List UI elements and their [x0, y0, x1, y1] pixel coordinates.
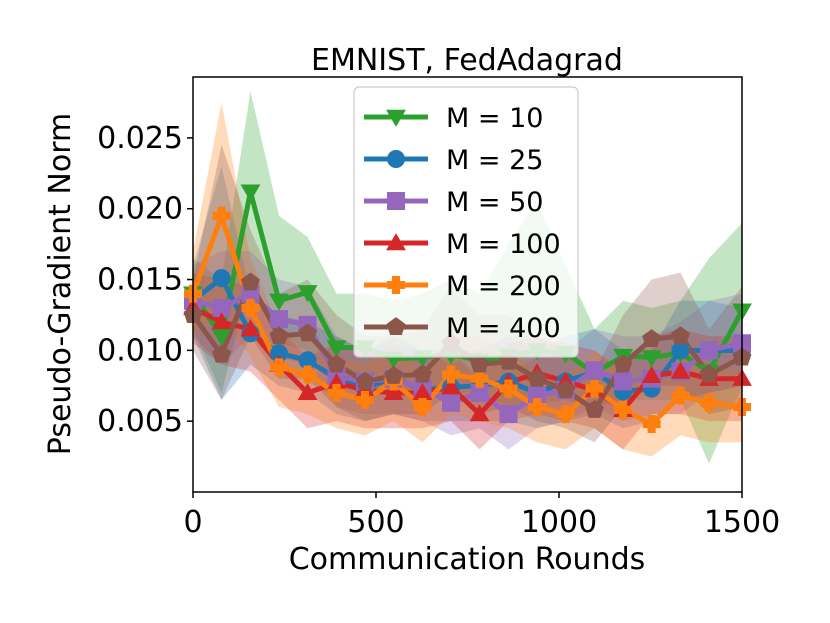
point-m-100	[412, 382, 433, 401]
point-m-10	[269, 293, 289, 311]
point-m-100	[240, 319, 261, 337]
band-m-100	[193, 272, 742, 450]
point-m-25	[671, 341, 690, 360]
point-m-50	[614, 372, 633, 391]
point-m-200	[470, 369, 489, 388]
y-tick-label: 0.015	[97, 263, 183, 298]
point-m-200	[413, 398, 432, 417]
point-m-200	[270, 358, 289, 377]
legend-label-m-100: M = 100	[446, 229, 561, 260]
y-axis-label: Pseudo-Gradient Norm	[43, 113, 78, 455]
legend-marker-m-400	[386, 317, 406, 336]
point-m-400	[413, 364, 432, 383]
point-m-200	[499, 379, 518, 398]
y-tick-label: 0.025	[97, 121, 183, 156]
point-m-200	[585, 379, 604, 398]
legend-marker-m-10	[386, 109, 406, 127]
point-m-50	[499, 405, 518, 424]
axes-frame	[192, 76, 743, 493]
point-m-200	[356, 390, 375, 409]
legend-label-m-50: M = 50	[446, 187, 543, 218]
legend-label-m-25: M = 25	[446, 145, 543, 176]
point-m-400	[298, 323, 317, 342]
point-m-50	[212, 298, 231, 317]
point-m-400	[613, 354, 633, 373]
point-m-200	[528, 398, 547, 417]
point-m-50	[528, 386, 547, 405]
point-m-10	[240, 184, 261, 202]
x-tick-label: 500	[347, 505, 404, 540]
legend-label-m-400: M = 400	[446, 313, 561, 344]
point-m-400	[699, 364, 719, 383]
point-m-100	[297, 382, 318, 401]
point-m-100	[469, 404, 490, 422]
x-tick-label: 0	[183, 505, 202, 540]
point-m-200	[614, 400, 633, 419]
point-m-400	[642, 329, 662, 348]
legend-marker-m-200	[387, 276, 405, 294]
point-m-400	[671, 326, 690, 345]
point-m-400	[355, 371, 375, 390]
point-m-10	[297, 285, 318, 303]
point-m-200	[212, 206, 231, 225]
point-m-400	[556, 380, 576, 399]
point-m-400	[470, 354, 489, 373]
x-tick-label: 1000	[521, 505, 597, 540]
legend-marker-m-50	[387, 192, 405, 210]
point-m-200	[642, 415, 661, 434]
point-m-10	[641, 350, 662, 368]
legend-marker-m-100	[386, 233, 406, 251]
legend-marker-m-25	[387, 150, 405, 168]
point-m-25	[298, 351, 317, 370]
point-m-200	[700, 393, 719, 412]
x-axis: 0 500 1000 1500	[183, 492, 780, 540]
point-m-100	[326, 373, 347, 391]
chart-title: EMNIST, FedAdagrad	[311, 43, 623, 78]
point-m-100	[211, 312, 232, 330]
point-m-200	[556, 405, 575, 424]
point-m-200	[298, 365, 317, 384]
point-m-25	[270, 344, 289, 363]
point-m-100	[383, 382, 404, 401]
point-m-100	[641, 365, 662, 384]
y-tick-label: 0.005	[97, 404, 183, 439]
point-m-50	[700, 341, 719, 360]
point-m-10	[326, 340, 347, 358]
point-m-50	[442, 393, 461, 412]
x-tick-label: 1500	[704, 505, 780, 540]
x-axis-label: Communication Rounds	[289, 542, 646, 577]
point-m-50	[585, 361, 604, 380]
point-m-400	[384, 365, 403, 384]
point-m-25	[212, 269, 231, 288]
point-m-100	[670, 361, 691, 379]
point-m-200	[671, 386, 690, 405]
point-m-400	[212, 344, 231, 363]
y-tick-label: 0.020	[97, 192, 183, 227]
point-m-400	[527, 368, 547, 387]
point-m-200	[442, 365, 461, 384]
y-tick-label: 0.010	[97, 333, 183, 368]
legend-label-m-10: M = 10	[446, 103, 543, 134]
point-m-400	[269, 326, 289, 345]
point-m-10	[211, 328, 232, 347]
point-m-400	[585, 399, 604, 418]
point-m-200	[241, 298, 260, 317]
point-m-400	[327, 354, 346, 373]
point-m-50	[470, 383, 489, 402]
point-m-50	[270, 310, 289, 329]
point-m-400	[241, 272, 260, 291]
legend: M = 10 M = 25 M = 50 M = 100 M = 200 M = 400	[353, 86, 579, 358]
legend-label-m-200: M = 200	[446, 271, 561, 302]
point-m-100	[441, 377, 461, 395]
y-axis: 0.005 0.010 0.015 0.020 0.025	[97, 121, 193, 439]
point-m-200	[327, 383, 346, 402]
legend-box	[353, 86, 579, 358]
